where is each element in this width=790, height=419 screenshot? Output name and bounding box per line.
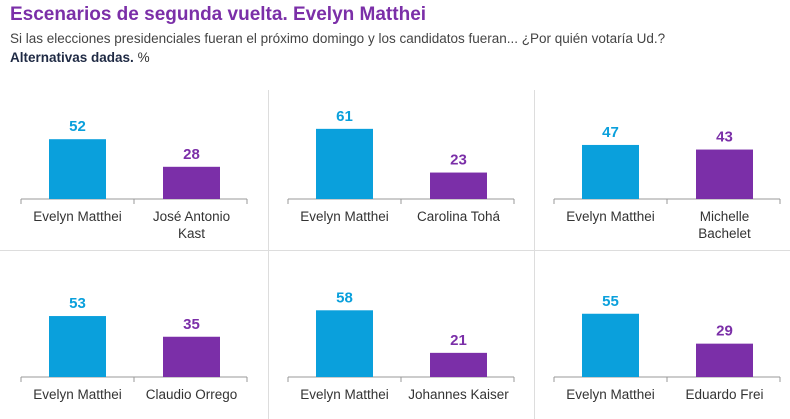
category-label: Carolina Tohá [417,209,501,224]
data-label: 35 [183,316,200,333]
category-label: José Antonio [153,209,230,224]
category-label: Bachelet [698,226,751,241]
data-label: 21 [450,332,467,349]
category-label: Johannes Kaiser [408,387,509,402]
category-label: Evelyn Matthei [33,209,122,224]
divider [534,90,535,419]
data-label: 23 [450,152,467,169]
bar [582,144,639,199]
note-bold: Alternativas dadas. [10,50,134,65]
category-label: Evelyn Matthei [566,387,655,402]
subtitle: Si las elecciones presidenciales fueran … [10,31,666,46]
data-label: 43 [716,129,733,146]
page-title: Escenarios de segunda vuelta. Evelyn Mat… [10,4,427,25]
bar [430,172,487,199]
data-label: 55 [602,293,619,310]
category-label: Michelle [700,209,750,224]
data-label: 28 [183,146,200,163]
category-label: Evelyn Matthei [33,387,122,402]
category-label: Evelyn Matthei [300,209,389,224]
bar [49,316,106,377]
bar [582,313,639,377]
bar [696,343,753,377]
data-label: 61 [336,108,353,125]
divider [268,90,269,419]
note: Alternativas dadas. % [10,50,150,65]
data-label: 47 [602,124,619,141]
data-label: 52 [69,118,86,135]
data-label: 53 [69,295,86,312]
bar [49,139,106,199]
category-label: Evelyn Matthei [300,387,389,402]
data-label: 29 [716,323,733,340]
category-label: Eduardo Frei [685,387,763,402]
data-label: 58 [336,289,353,306]
bar [316,128,373,199]
bar [163,166,220,199]
bar [316,310,373,377]
bar [430,352,487,377]
category-label: Evelyn Matthei [566,209,655,224]
bar [696,149,753,199]
divider [0,250,790,251]
note-unit: % [137,50,150,65]
category-label: Kast [178,226,205,241]
bar [163,336,220,377]
category-label: Claudio Orrego [146,387,238,402]
